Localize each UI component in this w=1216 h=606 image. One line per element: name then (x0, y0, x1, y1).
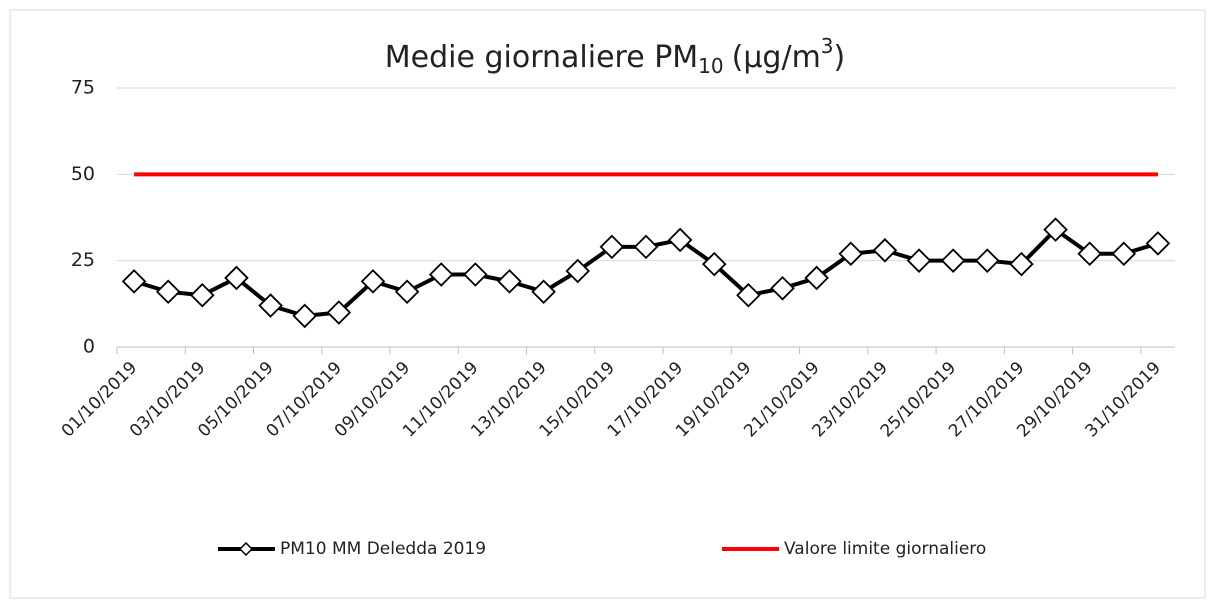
data-point (701, 251, 727, 277)
data-point (872, 238, 898, 263)
data-point (770, 276, 795, 301)
legend-marker (238, 541, 254, 557)
data-point (975, 248, 1000, 273)
data-point (1043, 217, 1068, 242)
data-point (838, 241, 864, 267)
data-point (1111, 241, 1137, 267)
data-point (190, 282, 215, 308)
data-point (1077, 241, 1102, 267)
chart-title: Medie giornaliere PM10 (µg/m3) (385, 34, 846, 78)
title-text: ) (834, 40, 846, 75)
data-point (121, 269, 147, 294)
title-superscript: 3 (821, 34, 834, 58)
y-tick-label: 50 (71, 163, 95, 185)
title-subscript: 10 (698, 54, 723, 78)
data-point (1009, 251, 1034, 277)
data-point (736, 282, 761, 308)
y-tick-label: 75 (71, 77, 95, 99)
data-point (258, 293, 283, 318)
data-point (667, 227, 693, 253)
data-point (599, 234, 625, 260)
y-tick-label: 0 (83, 336, 95, 358)
title-text: Medie giornaliere PM (385, 40, 698, 75)
y-tick-label: 25 (71, 249, 95, 271)
data-point (428, 262, 454, 287)
data-point (1145, 231, 1171, 256)
data-point (394, 279, 420, 305)
data-point (497, 269, 522, 294)
data-point (463, 262, 488, 287)
chart-frame (9, 9, 1206, 599)
data-point (360, 269, 386, 294)
data-point (326, 300, 352, 325)
data-point (940, 248, 966, 273)
legend-label: PM10 MM Deledda 2019 (280, 539, 486, 559)
data-point (906, 248, 932, 273)
data-point (804, 265, 829, 291)
data-point (633, 234, 659, 260)
data-point (155, 279, 181, 305)
legend-label: Valore limite giornaliero (784, 539, 986, 559)
data-point (565, 258, 591, 284)
data-point (224, 265, 249, 291)
data-point (292, 303, 317, 329)
title-text: (µg/m (732, 40, 821, 75)
data-point (531, 279, 556, 305)
